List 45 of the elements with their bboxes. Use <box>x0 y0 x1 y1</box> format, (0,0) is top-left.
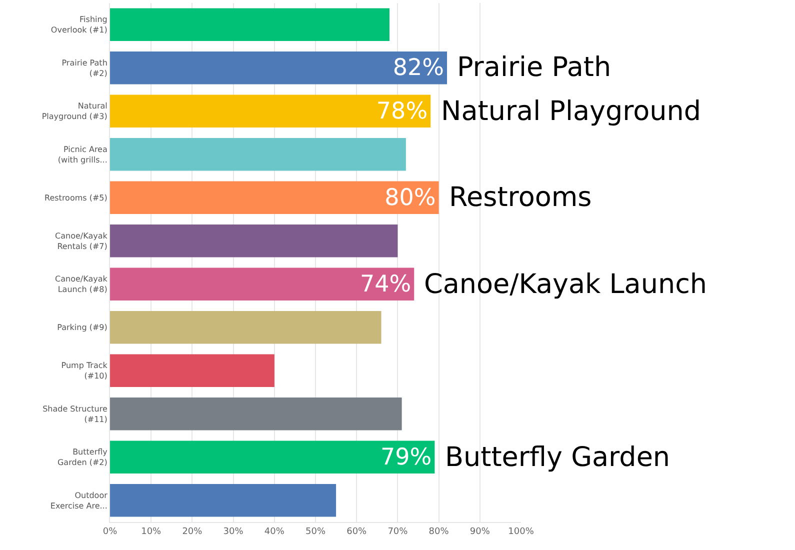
bar <box>110 181 439 214</box>
y-tick-label: Natural Playground (#3) <box>42 102 108 122</box>
x-tick-label: 20% <box>182 526 203 537</box>
y-tick-label: Parking (#9) <box>57 323 108 332</box>
y-tick-label: Fishing Overlook (#1) <box>50 15 108 35</box>
data-label: 82% <box>392 55 444 82</box>
x-tick-label: 50% <box>305 526 326 537</box>
data-label: 78% <box>376 98 428 124</box>
y-tick-label: Restrooms (#5) <box>44 193 108 202</box>
bar <box>110 94 431 128</box>
bar <box>110 397 402 430</box>
annotation: Prairie Path <box>457 52 612 83</box>
x-tick-label: 100% <box>508 526 534 537</box>
x-tick-label: 70% <box>388 526 408 537</box>
annotation: Butterfly Garden <box>445 442 670 473</box>
y-tick-label: Butterfly Garden (#2) <box>57 448 108 468</box>
y-tick-label: Shade Structure (#11) <box>42 404 108 424</box>
y-tick-label: Canoe/Kayak Rentals (#7) <box>55 231 108 251</box>
bar <box>110 440 435 474</box>
y-tick-label: Picnic Area (with grills... <box>58 144 108 164</box>
y-tick-label: Prairie Path (#2) <box>62 58 108 78</box>
bar <box>110 354 274 388</box>
bar <box>110 310 382 344</box>
x-tick-label: 80% <box>428 526 450 537</box>
x-tick-label: 60% <box>346 526 368 537</box>
annotation: Natural Playground <box>441 96 702 127</box>
annotation: Canoe/Kayak Launch <box>424 269 708 300</box>
data-label: 79% <box>380 444 432 470</box>
bar <box>110 51 448 84</box>
y-tick-label: Outdoor Exercise Are... <box>50 490 108 510</box>
bar <box>110 8 390 42</box>
data-label: 80% <box>384 184 436 211</box>
bar <box>110 224 398 258</box>
data-label: 74% <box>360 271 412 298</box>
y-tick-label: Canoe/Kayak Launch (#8) <box>55 274 108 294</box>
y-tick-label: Pump Track (#10) <box>61 361 108 381</box>
x-tick-label: 40% <box>264 526 285 537</box>
x-tick-label: 30% <box>223 526 244 537</box>
annotation: Restrooms <box>449 182 592 213</box>
bar <box>110 484 336 517</box>
x-tick-label: 10% <box>141 526 162 537</box>
x-tick-label: 90% <box>470 526 490 537</box>
bar <box>110 138 406 171</box>
x-tick-label: 0% <box>102 526 118 537</box>
bar <box>110 268 414 301</box>
